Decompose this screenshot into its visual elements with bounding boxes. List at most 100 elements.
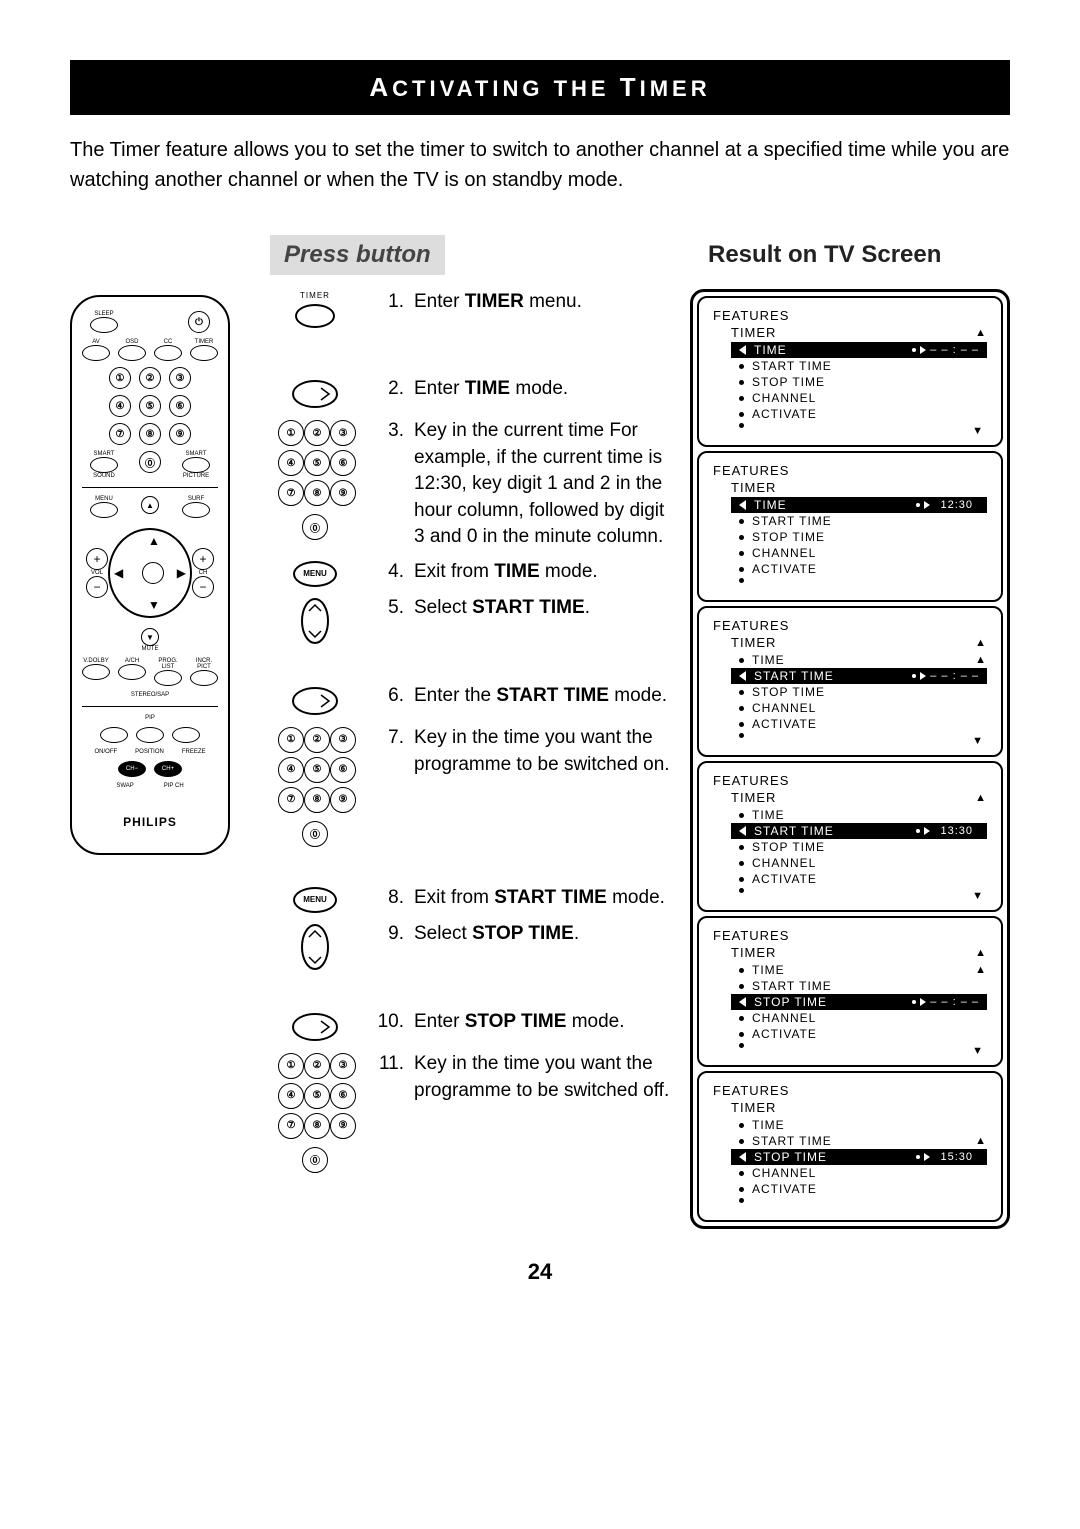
step-text: Exit from START TIME mode. (414, 885, 670, 912)
tv-screen: FEATURES TIMER▲ TIME – – : – –START TIME… (697, 296, 1003, 447)
screen-features-label: FEATURES (713, 618, 987, 633)
step-icon: ①②③④⑤⑥⑦⑧⑨⓪ (270, 1051, 360, 1173)
menu-item: CHANNEL (739, 700, 987, 716)
menu-item: STOP TIME (739, 529, 987, 545)
menu-item: ACTIVATE (739, 406, 987, 422)
menu-item: CHANNEL (739, 1010, 987, 1026)
step-text: Key in the current time For example, if … (414, 418, 670, 551)
result-header: Result on TV Screen (694, 235, 955, 275)
step-number: 2. (376, 376, 404, 403)
step-number: 4. (376, 559, 404, 586)
step-number: 11. (376, 1051, 404, 1104)
screen-features-label: FEATURES (713, 928, 987, 943)
screen-features-label: FEATURES (713, 308, 987, 323)
menu-item: START TIME▲ (739, 1133, 987, 1149)
menu-item: START TIME (739, 358, 987, 374)
step-icon: ①②③④⑤⑥⑦⑧⑨⓪ (270, 725, 360, 847)
step-number: 3. (376, 418, 404, 551)
step-row: 2. Enter TIME mode. (270, 376, 670, 410)
tv-screen: FEATURES TIMER TIME12:30START TIMESTOP T… (697, 451, 1003, 602)
menu-item: STOP TIME15:30 (731, 1149, 987, 1165)
step-text: Select STOP TIME. (414, 921, 670, 948)
step-row: 6. Enter the START TIME mode. (270, 683, 670, 717)
step-icon (270, 683, 360, 717)
step-number: 7. (376, 725, 404, 778)
step-number: 5. (376, 595, 404, 622)
screen-features-label: FEATURES (713, 1083, 987, 1098)
menu-item: START TIME (739, 513, 987, 529)
tv-screen: FEATURES TIMER▲ TIME▲START TIMESTOP TIME… (697, 916, 1003, 1067)
step-row: 5. Select START TIME. (270, 595, 670, 645)
step-icon: MENU (270, 885, 360, 913)
menu-item: CHANNEL (739, 1165, 987, 1181)
remote-column: SLEEP ⏻ AV OSD CC TIMER ①②③ ④⑤⑥ ⑦⑧⑨ SMAR… (70, 235, 250, 855)
screen-timer-label: TIMER▲ (731, 945, 987, 960)
step-row: MENU 8. Exit from START TIME mode. (270, 885, 670, 913)
menu-item: STOP TIME (739, 684, 987, 700)
step-row: 10. Enter STOP TIME mode. (270, 1009, 670, 1043)
step-icon (270, 1009, 360, 1043)
step-text: Enter the START TIME mode. (414, 683, 670, 710)
page-title: ACTIVATING THE TIMER (70, 60, 1010, 115)
menu-item: CHANNEL (739, 855, 987, 871)
menu-item: ACTIVATE (739, 1026, 987, 1042)
page-number: 24 (70, 1259, 1010, 1285)
step-text: Key in the time you want the programme t… (414, 1051, 670, 1104)
step-icon: TIMER (270, 289, 360, 328)
screen-timer-label: TIMER▲ (731, 790, 987, 805)
screen-timer-label: TIMER▲ (731, 635, 987, 650)
step-number: 6. (376, 683, 404, 710)
menu-item: START TIME (739, 978, 987, 994)
menu-item: START TIME13:30 (731, 823, 987, 839)
step-icon (270, 595, 360, 645)
screen-timer-label: TIMER (731, 480, 987, 495)
step-row: TIMER 1. Enter TIMER menu. (270, 289, 670, 328)
step-row: 9. Select STOP TIME. (270, 921, 670, 971)
intro-text: The Timer feature allows you to set the … (70, 135, 1010, 195)
step-text: Key in the time you want the programme t… (414, 725, 670, 778)
tv-screens: FEATURES TIMER▲ TIME – – : – –START TIME… (690, 289, 1010, 1229)
step-number: 1. (376, 289, 404, 316)
menu-item: CHANNEL (739, 545, 987, 561)
menu-item: STOP TIME – – : – – (731, 994, 987, 1010)
step-icon (270, 376, 360, 410)
screen-features-label: FEATURES (713, 773, 987, 788)
step-icon: ①②③④⑤⑥⑦⑧⑨⓪ (270, 418, 360, 540)
menu-item: CHANNEL (739, 390, 987, 406)
step-row: MENU 4. Exit from TIME mode. (270, 559, 670, 587)
step-text: Enter TIME mode. (414, 376, 670, 403)
step-number: 8. (376, 885, 404, 912)
screen-column: Result on TV Screen FEATURES TIMER▲ TIME… (690, 235, 1010, 1229)
menu-item: TIME▲ (739, 652, 987, 668)
tv-screen: FEATURES TIMER TIMESTART TIME▲STOP TIME1… (697, 1071, 1003, 1222)
menu-item: ACTIVATE (739, 716, 987, 732)
step-row: ①②③④⑤⑥⑦⑧⑨⓪ 11. Key in the time you want … (270, 1051, 670, 1173)
step-text: Exit from TIME mode. (414, 559, 670, 586)
main-layout: SLEEP ⏻ AV OSD CC TIMER ①②③ ④⑤⑥ ⑦⑧⑨ SMAR… (70, 235, 1010, 1229)
menu-item: ACTIVATE (739, 1181, 987, 1197)
menu-item: START TIME – – : – – (731, 668, 987, 684)
tv-screen: FEATURES TIMER▲ TIMESTART TIME13:30STOP … (697, 761, 1003, 912)
menu-item: TIME (739, 1117, 987, 1133)
menu-item: TIME – – : – – (731, 342, 987, 358)
menu-item: TIME (739, 807, 987, 823)
power-icon: ⏻ (188, 311, 210, 333)
menu-item: STOP TIME (739, 374, 987, 390)
step-text: Enter TIMER menu. (414, 289, 670, 316)
tv-screen: FEATURES TIMER▲ TIME▲START TIME – – : – … (697, 606, 1003, 757)
menu-item: STOP TIME (739, 839, 987, 855)
screen-timer-label: TIMER (731, 1100, 987, 1115)
press-button-header: Press button (270, 235, 445, 275)
step-icon: MENU (270, 559, 360, 587)
step-number: 10. (376, 1009, 404, 1036)
remote-control: SLEEP ⏻ AV OSD CC TIMER ①②③ ④⑤⑥ ⑦⑧⑨ SMAR… (70, 295, 230, 855)
step-text: Enter STOP TIME mode. (414, 1009, 670, 1036)
brand-logo: PHILIPS (123, 815, 177, 829)
step-row: ①②③④⑤⑥⑦⑧⑨⓪ 7. Key in the time you want t… (270, 725, 670, 847)
menu-item: TIME▲ (739, 962, 987, 978)
screen-features-label: FEATURES (713, 463, 987, 478)
step-text: Select START TIME. (414, 595, 670, 622)
steps-column: Press button TIMER 1. Enter TIMER menu. … (270, 235, 670, 1181)
screen-timer-label: TIMER▲ (731, 325, 987, 340)
step-row: ①②③④⑤⑥⑦⑧⑨⓪ 3. Key in the current time Fo… (270, 418, 670, 551)
